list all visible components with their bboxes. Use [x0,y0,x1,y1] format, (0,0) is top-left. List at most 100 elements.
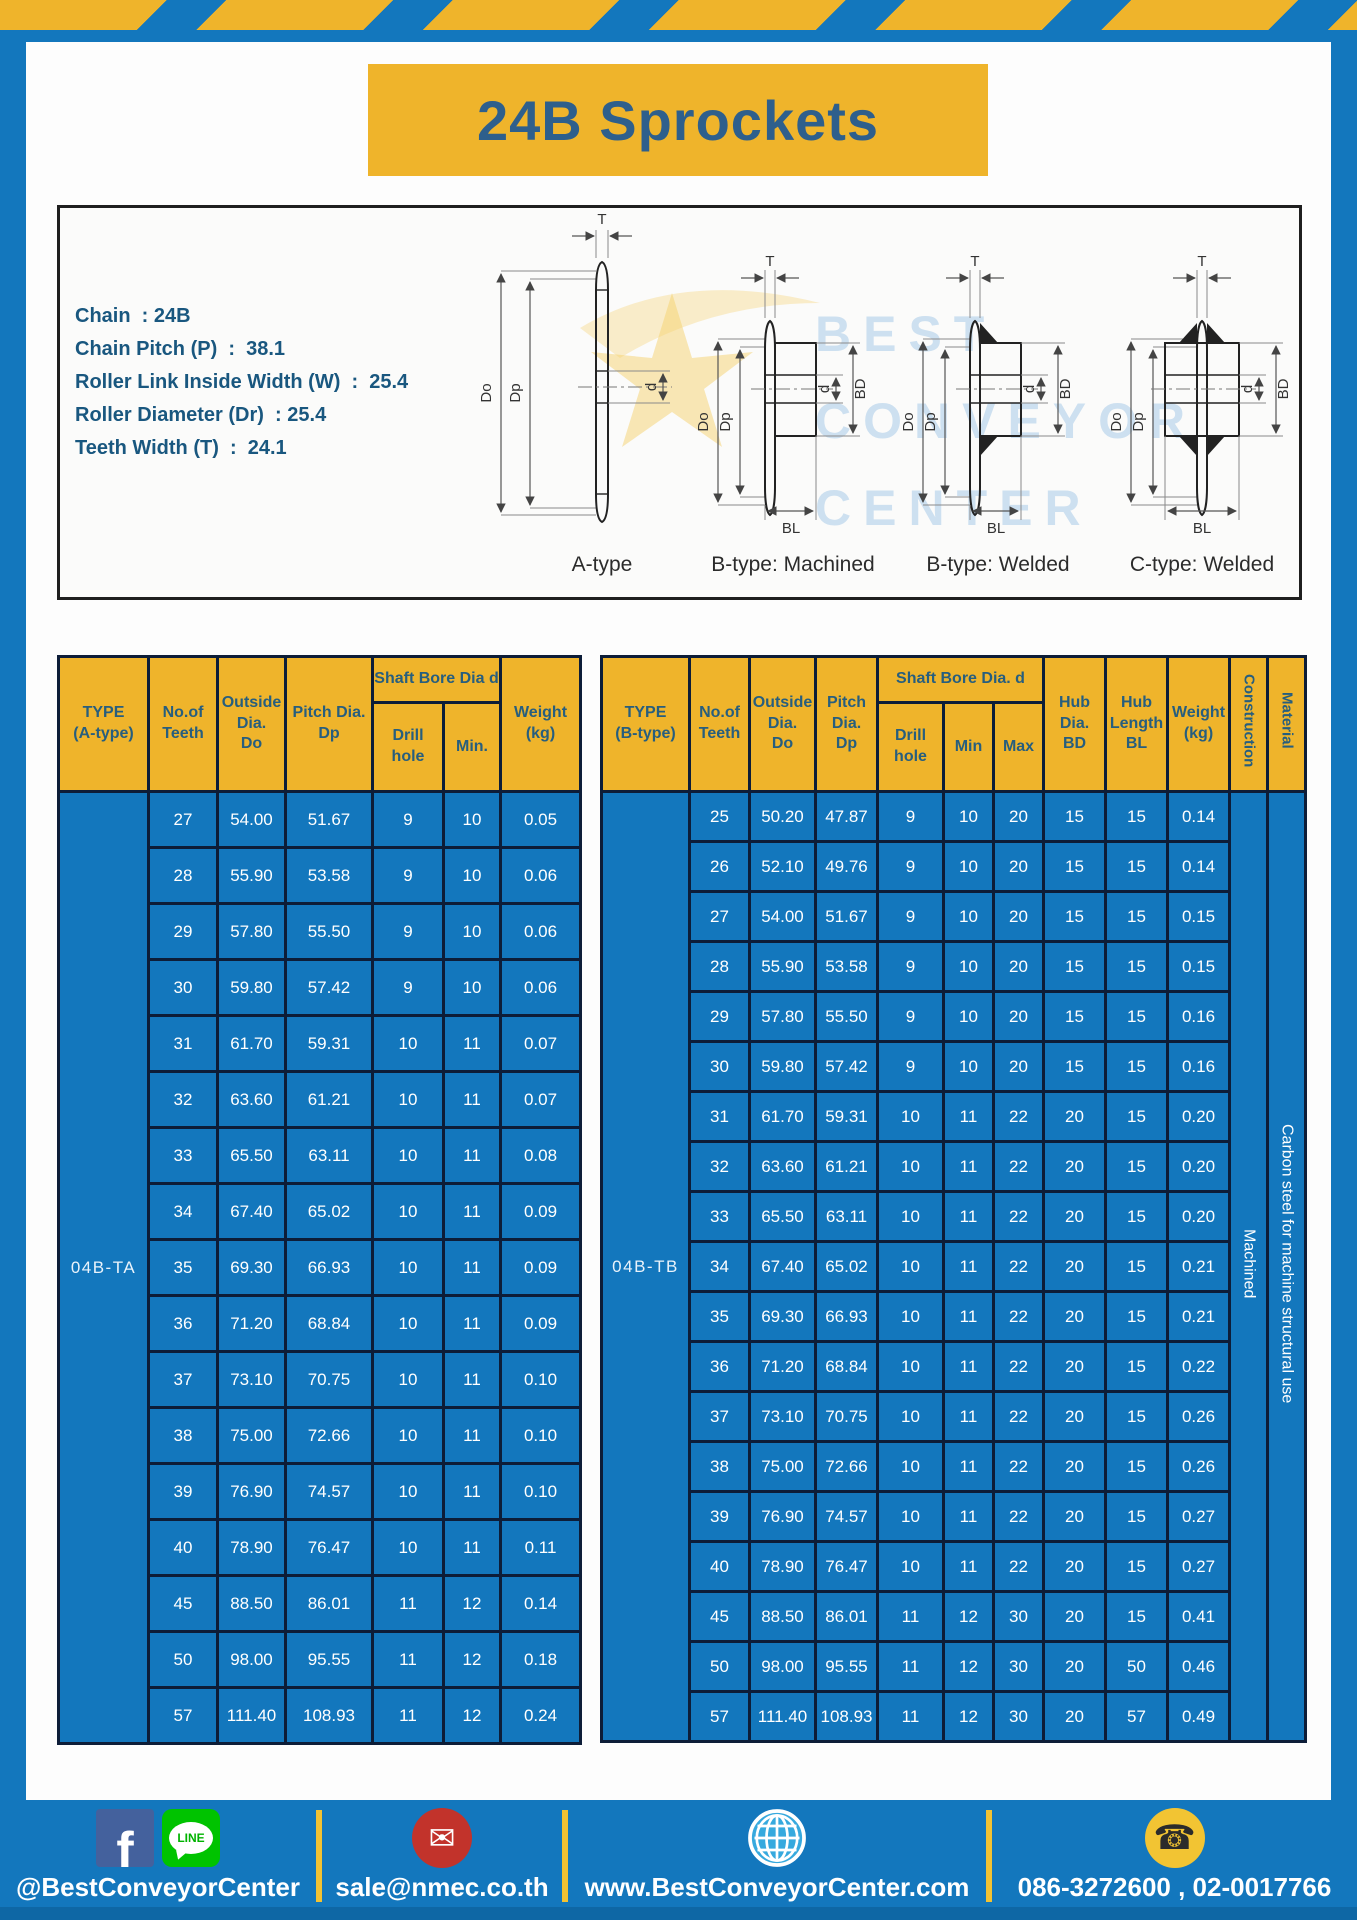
table-cell: 10 [371,1070,445,1129]
table-cell: 20 [1042,1340,1107,1393]
table-cell: 22 [992,1190,1045,1243]
table-cell: 10 [942,1040,995,1093]
page-title: 24B Sprockets [476,88,880,152]
watermark: BEST CONVEYOR CENTER [580,290,1185,536]
table-cell: 10 [942,790,995,843]
table-cell: 98.00 [216,1630,287,1689]
watermark-text: CENTER [815,480,1093,536]
table-cell: 12 [442,1574,502,1633]
table-cell: 20 [1042,1640,1107,1693]
website-url[interactable]: www.BestConveyorCenter.com [584,1872,970,1902]
table-cell: 15 [1104,1140,1169,1193]
email-address[interactable]: sale@nmec.co.th [335,1872,549,1902]
table-cell: 0.20 [1166,1090,1231,1143]
col-header-max: Max [992,701,1045,793]
b-type-table-header: TYPE (B-type) No.of Teeth Outside Dia. D… [600,655,1307,793]
table-cell: 15 [1042,790,1107,843]
table-cell: 0.10 [499,1350,582,1409]
table-row: 30 59.80 57.42 9 10 20 15 15 0.16 [602,1040,1306,1093]
table-cell: 76.47 [814,1540,879,1593]
table-cell: 55.90 [216,846,287,905]
table-cell: 15 [1042,940,1107,993]
table-row: 32 63.60 61.21 10 11 0.07 [59,1070,582,1129]
table-cell: 20 [1042,1090,1107,1143]
table-cell: 72.66 [284,1406,374,1465]
table-cell: 22 [992,1490,1045,1543]
table-cell: 37 [147,1350,219,1409]
phone-numbers[interactable]: 086-3272600 , 02-0017766 [1017,1872,1332,1902]
table-row: 35 69.30 66.93 10 11 22 20 15 0.21 [602,1290,1306,1343]
table-cell: 27 [147,790,219,849]
table-row: 04B-TA 27 54.00 51.67 9 10 0.05 [57,790,582,1745]
dim-label-dp: Dp [717,412,734,431]
table-cell: 0.18 [499,1630,582,1689]
table-cell: 11 [942,1490,995,1543]
table-cell: 0.05 [499,790,582,849]
table-cell: 0.20 [1166,1190,1231,1243]
chain-specs: Chain : 24B Chain Pitch (P) : 38.1 Rolle… [75,300,408,465]
table-cell: 0.26 [1166,1440,1231,1493]
table-cell: 59.80 [748,1040,817,1093]
table-cell: 11 [442,1014,502,1073]
table-cell: 95.55 [814,1640,879,1693]
table-cell: 33 [147,1126,219,1185]
table-cell: 50 [1104,1640,1169,1693]
table-cell: 20 [992,890,1045,943]
table-cell: 65.02 [814,1240,879,1293]
social-handle[interactable]: @BestConveyorCenter [16,1872,300,1902]
table-cell: 12 [942,1690,995,1743]
table-cell: 57.42 [814,1040,879,1093]
table-cell: 22 [992,1340,1045,1393]
table-cell: 61.21 [814,1140,879,1193]
table-cell: 39 [688,1490,751,1543]
table-cell: 12 [942,1590,995,1643]
table-cell: 74.57 [284,1462,374,1521]
table-cell: 10 [876,1540,945,1593]
table-cell: 108.93 [284,1686,374,1745]
table-cell: 61.21 [284,1070,374,1129]
table-cell: 0.41 [1166,1590,1231,1643]
table-cell: 20 [1042,1140,1107,1193]
table-cell: 15 [1104,790,1169,843]
line-icon[interactable]: LINE [162,1809,220,1867]
table-cell: 15 [1042,990,1107,1043]
table-cell: 10 [442,958,502,1017]
table-row: 31 61.70 59.31 10 11 22 20 15 0.20 [602,1090,1306,1143]
globe-icon[interactable] [747,1808,807,1868]
footer-social-section: f LINE @BestConveyorCenter [0,1800,316,1907]
table-row: 04B-TB 25 50.20 47.87 9 10 20 15 15 0.14 Machined C… [600,790,1307,1743]
phone-icon[interactable]: ☎ [1144,1808,1205,1868]
table-cell: 38 [147,1406,219,1465]
table-cell: 31 [147,1014,219,1073]
table-cell: 0.14 [1166,840,1231,893]
table-cell: 0.07 [499,1070,582,1129]
table-cell: 59.80 [216,958,287,1017]
facebook-icon[interactable]: f [96,1809,154,1867]
table-cell: 40 [688,1540,751,1593]
col-header-weight: Weight (kg) [499,655,582,793]
col-header-teeth: No.of Teeth [147,655,219,793]
table-cell: 10 [371,1350,445,1409]
dim-label-d: d [816,385,833,393]
phone-glyph: ☎ [1153,1819,1196,1857]
table-row: 37 73.10 70.75 10 11 22 20 15 0.26 [602,1390,1306,1443]
table-cell: 95.55 [284,1630,374,1689]
table-cell: 11 [442,1350,502,1409]
table-cell: 20 [992,840,1045,893]
table-row: 29 57.80 55.50 9 10 0.06 [59,902,582,961]
table-cell: 65.50 [748,1190,817,1243]
table-cell: 10 [442,902,502,961]
table-cell: 11 [942,1140,995,1193]
table-cell: 36 [688,1340,751,1393]
table-cell: 53.58 [284,846,374,905]
table-cell: 10 [942,890,995,943]
table-cell: 63.60 [748,1140,817,1193]
table-cell: 35 [147,1238,219,1297]
col-header-hub-length: Hub Length BL [1104,655,1169,793]
table-cell: 11 [876,1590,945,1643]
email-icon[interactable]: ✉ [412,1808,472,1868]
a-type-table-body: 04B-TA 27 54.00 51.67 9 10 0.05 28 55.90 53.58 9 10… [57,790,582,1745]
table-cell: 68.84 [814,1340,879,1393]
table-cell: 15 [1042,1040,1107,1093]
table-cell: 10 [942,990,995,1043]
